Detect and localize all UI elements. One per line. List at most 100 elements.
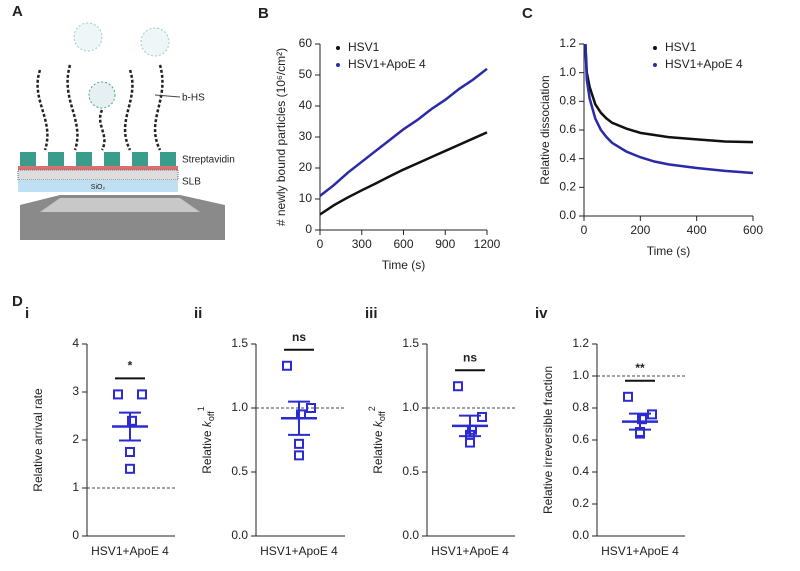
y-tick-label: 0.6 [559,122,576,136]
legend-label: HSV1 [348,40,380,54]
illustration: b-HS Streptavidin SLB SiO₂ [17,22,235,240]
y-tick-label: 20 [299,160,313,174]
panel-label: iii [365,305,378,322]
legend-label: HSV1+ApoE 4 [348,57,426,71]
illustration-label: SLB [182,177,201,188]
x-tick-label: 300 [352,237,372,251]
y-tick-label: 0.0 [572,528,589,542]
y-tick-label: 0 [305,222,312,236]
y-axis-label: Relative arrival rate [31,388,45,492]
x-tick-label: 900 [435,237,455,251]
y-tick-label: 40 [299,98,313,112]
y-tick-label: 1.0 [572,368,589,382]
data-point [637,414,647,425]
y-axis-label: Relative koff1 [196,406,216,474]
y-tick-label: 0.0 [402,528,419,542]
x-tick-label: 400 [687,223,707,237]
panel-label: D [12,293,23,310]
y-tick-label: 60 [299,36,313,50]
data-point [113,389,123,400]
y-axis-label-part: Relative [371,427,385,474]
data-point [623,391,633,402]
y-tick-label: 0.4 [559,151,576,165]
y-axis-label-sub: off [206,411,216,421]
y-tick-label: 0.0 [559,208,576,222]
x-tick-label: HSV1+ApoE 4 [601,544,679,558]
y-tick-label: 0.2 [572,496,589,510]
panel-label: i [25,305,29,322]
legend-marker [336,63,340,67]
x-axis-label: Time (s) [382,258,426,272]
y-axis-label-sub: off [377,411,387,421]
significance-label: ns [292,330,306,344]
y-tick-label: 0.4 [572,464,589,478]
x-tick-label: 0 [317,237,324,251]
y-tick-label: 0.5 [402,464,419,478]
series-line [319,67,488,197]
y-tick-label: 1.0 [402,400,419,414]
series-line [319,131,488,216]
y-tick-label: 1 [72,480,79,494]
legend-marker [652,63,657,67]
panel-label: iv [535,305,548,322]
y-axis-label-part: k [200,420,214,427]
x-axis-label: Time (s) [647,244,691,258]
y-axis-label-part: k [371,420,385,427]
series-line [584,43,754,144]
data-point [282,360,292,371]
illustration-label: b-HS [182,93,205,104]
data-point [477,411,487,422]
x-tick-label: 200 [630,223,650,237]
illustration-label: SiO₂ [91,184,106,191]
legend-label: HSV1 [665,40,697,54]
significance-label: ns [463,350,477,364]
y-tick-label: 10 [299,191,313,205]
y-tick-label: 1.0 [231,400,248,414]
x-tick-label: 600 [743,223,763,237]
data-point [125,463,135,474]
y-tick-label: 1.0 [559,65,576,79]
error-bar [459,414,481,438]
data-point [125,447,135,457]
y-tick-label: 0.8 [572,400,589,414]
y-axis-label: # newly bound particles (10⁶/cm²) [274,48,288,226]
series-line [584,43,754,175]
data-point [127,415,137,426]
data-point [137,389,147,400]
y-tick-label: 50 [299,67,313,81]
y-tick-label: 1.5 [402,336,419,350]
panel-label: B [258,5,269,22]
data-point [294,450,304,461]
y-tick-label: 0 [72,528,79,542]
error-bar [288,400,310,436]
y-tick-label: 0.8 [559,94,576,108]
data-point [306,403,316,413]
error-bar [119,411,141,442]
y-axis-label: Relative irreversible fraction [541,366,555,514]
panel-label: C [522,5,533,22]
y-tick-label: 0.6 [572,432,589,446]
y-axis-label-sup: 2 [367,406,377,411]
error-bar [629,412,651,431]
x-tick-label: 600 [393,237,413,251]
y-tick-label: 30 [299,129,313,143]
significance-label: ** [635,361,645,375]
x-tick-label: HSV1+ApoE 4 [260,544,338,558]
data-point [453,381,463,392]
x-tick-label: 0 [581,223,588,237]
y-axis-label: Relative dissociation [538,75,552,184]
panel-label: A [12,3,23,20]
y-tick-label: 1.5 [231,336,248,350]
y-tick-label: 1.2 [572,336,589,350]
data-point [294,438,304,449]
y-axis-label: Relative koff2 [367,406,387,474]
panel-label: ii [194,305,202,322]
x-tick-label: 1200 [474,237,501,251]
y-tick-label: 2 [72,432,79,446]
legend-marker [652,46,657,50]
data-point [465,437,475,448]
x-tick-label: HSV1+ApoE 4 [91,544,169,558]
y-axis-label-part: Relative [200,427,214,474]
y-tick-label: 0.2 [559,180,576,194]
